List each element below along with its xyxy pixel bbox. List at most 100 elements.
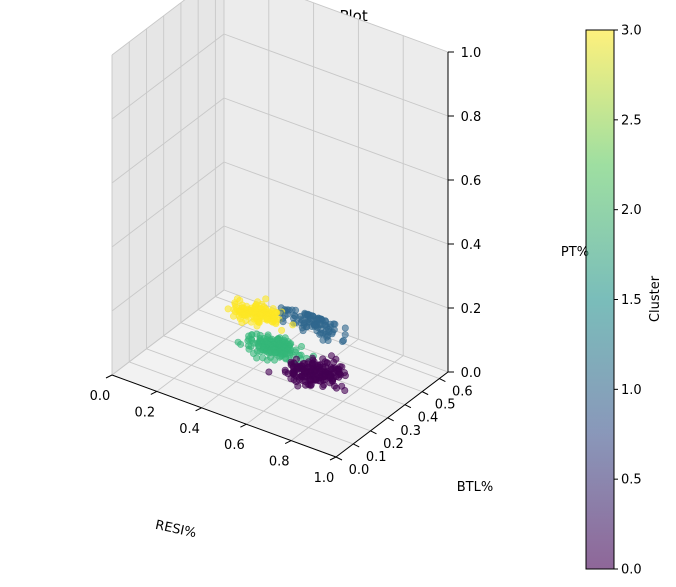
- data-point: [299, 327, 307, 335]
- axes-lines: [111, 52, 449, 458]
- y-tick-mark: [421, 391, 429, 396]
- data-point: [287, 375, 295, 383]
- grid-line: [223, 161, 449, 245]
- x-tick-mark: [105, 374, 113, 379]
- data-point: [279, 318, 287, 326]
- data-point: [224, 305, 232, 313]
- colorbar-label: Cluster: [648, 275, 663, 322]
- x-tick-mark: [284, 440, 292, 445]
- data-point: [341, 324, 349, 332]
- grid-line: [197, 309, 423, 393]
- data-point: [338, 337, 346, 345]
- data-point: [253, 354, 261, 362]
- data-point: [316, 330, 324, 338]
- grid-line: [223, 33, 449, 117]
- z-tick-label: 1.0: [461, 46, 482, 61]
- grid-line: [201, 322, 314, 409]
- z-axis: PT% 0.0 0.2 0.4 0.6 0.8 1.0: [448, 46, 589, 381]
- x-tick-mark: [195, 407, 202, 412]
- x-tick-label: 0.0: [90, 389, 111, 404]
- y-tick-label: 0.1: [366, 450, 387, 465]
- grid-line: [111, 289, 225, 376]
- colorbar-tick-label: 0.5: [621, 473, 642, 488]
- grid-line: [129, 361, 354, 445]
- data-point: [297, 342, 305, 350]
- data-point: [301, 381, 309, 389]
- z-tick-label: 0.4: [461, 238, 482, 253]
- x-tick-label: 0.8: [269, 455, 290, 470]
- axis-line: [111, 374, 337, 458]
- colorbar-tick-label: 1.5: [621, 293, 642, 308]
- z-axis-label: PT%: [561, 245, 589, 260]
- grid-line: [223, 225, 449, 309]
- grid-line: [111, 97, 225, 184]
- y-tick-label: 0.2: [383, 437, 404, 452]
- z-tick-label: 0.0: [461, 366, 482, 381]
- y-axis: BTL% 0.00.10.20.30.40.50.6: [335, 378, 493, 495]
- scatter-points: [224, 295, 349, 394]
- grid-line: [111, 161, 225, 248]
- data-point: [319, 336, 327, 344]
- grid-line: [146, 348, 371, 432]
- data-point: [238, 318, 246, 326]
- colorbar-tick-label: 3.0: [621, 24, 642, 39]
- grid-line: [163, 335, 388, 419]
- y-axis-label: BTL%: [457, 480, 493, 495]
- y-tick-mark: [439, 378, 446, 382]
- grid-line: [304, 0, 449, 53]
- data-point: [262, 295, 270, 303]
- data-point: [289, 321, 297, 329]
- axes-panes: [112, 0, 448, 457]
- data-point: [341, 331, 349, 339]
- x-tick-label: 1.0: [314, 471, 335, 486]
- y-tick-mark: [404, 404, 412, 409]
- grid-line: [111, 0, 186, 56]
- x-tick-label: 0.2: [134, 405, 155, 420]
- y-tick-mark: [370, 430, 377, 435]
- y-tick-label: 0.5: [435, 398, 456, 413]
- data-point: [319, 382, 327, 390]
- data-point: [230, 312, 238, 320]
- colorbar-gradient: [586, 30, 614, 569]
- grid-line: [223, 97, 449, 181]
- data-point: [263, 356, 271, 364]
- z-tick-label: 0.2: [461, 302, 482, 317]
- data-point: [341, 386, 349, 394]
- x-tick-mark: [150, 390, 158, 395]
- colorbar-tick-label: 2.0: [621, 203, 642, 218]
- y-tick-label: 0.0: [349, 463, 370, 478]
- x-tick-mark: [240, 423, 247, 428]
- y-tick-label: 0.3: [400, 424, 421, 439]
- back-pane: [224, 0, 448, 372]
- data-point: [263, 316, 271, 324]
- grid-line: [111, 225, 225, 312]
- data-point: [245, 345, 253, 353]
- x-tick-label: 0.6: [224, 438, 245, 453]
- data-point: [265, 368, 273, 376]
- data-point: [272, 320, 280, 328]
- z-tick-label: 0.6: [461, 174, 482, 189]
- data-point: [253, 322, 261, 330]
- colorbar-tick-label: 0.0: [621, 563, 642, 578]
- data-point: [237, 340, 245, 348]
- y-tick-label: 0.6: [452, 385, 473, 400]
- y-tick-mark: [353, 443, 360, 448]
- y-tick-mark: [387, 417, 394, 422]
- floor-pane: [112, 290, 448, 457]
- grid-line: [111, 33, 225, 120]
- grid-line: [290, 355, 404, 441]
- data-point: [332, 384, 340, 392]
- colorbar: Cluster 0.0 0.5 1.0 1.5 2.0 2.5 3.0: [585, 24, 663, 578]
- x-tick-mark: [329, 456, 337, 461]
- axis-line: [335, 371, 449, 458]
- data-point: [294, 382, 302, 390]
- y-tick-label: 0.4: [418, 411, 439, 426]
- x-tick-label: 0.4: [179, 422, 200, 437]
- data-point: [270, 356, 278, 364]
- left-pane: [112, 0, 224, 375]
- data-point: [278, 326, 286, 334]
- x-axis-label: RESI%: [154, 518, 198, 541]
- y-tick-mark: [335, 456, 343, 461]
- colorbar-tick-label: 2.5: [621, 113, 642, 128]
